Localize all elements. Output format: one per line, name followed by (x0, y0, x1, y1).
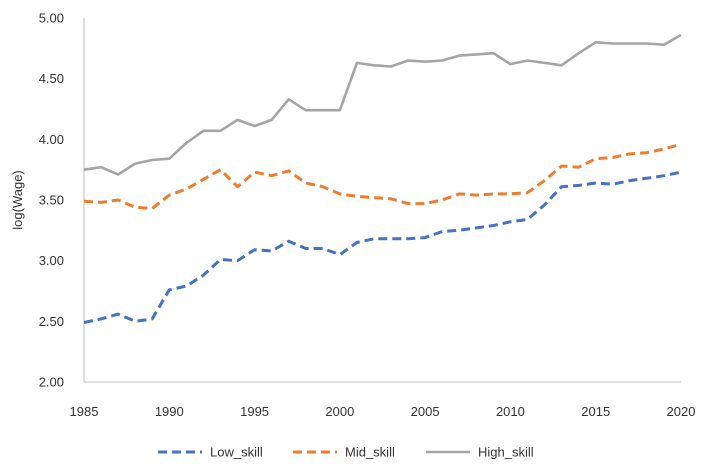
x-tick-label: 1985 (70, 404, 99, 419)
x-tick-label: 2005 (411, 404, 440, 419)
y-tick-label: 3.00 (39, 253, 64, 268)
y-tick-label: 2.00 (39, 375, 64, 390)
x-tick-label: 1990 (155, 404, 184, 419)
y-tick-label: 2.50 (39, 314, 64, 329)
x-tick-label: 2010 (496, 404, 525, 419)
y-tick-label: 4.50 (39, 71, 64, 86)
x-tick-label: 2015 (581, 404, 610, 419)
x-tick-labels: 1985 1990 1995 2000 2005 2010 2015 2020 (70, 404, 696, 419)
y-tick-label: 3.50 (39, 193, 64, 208)
legend-label: Low_skill (210, 445, 263, 460)
x-tick-label: 2000 (325, 404, 354, 419)
x-tick-label: 1995 (240, 404, 269, 419)
x-tick-label: 2020 (667, 404, 696, 419)
series-line-low-skill (83, 170, 682, 324)
series-line-high-skill (83, 33, 682, 176)
y-axis-label: log(Wage) (10, 170, 25, 229)
series-lines (83, 33, 682, 324)
legend-label: Mid_skill (345, 445, 395, 460)
y-tick-labels: 2.00 2.50 3.00 3.50 4.00 4.50 5.00 (39, 11, 64, 390)
legend-label: High_skill (478, 445, 534, 460)
legend: Low_skill Mid_skill High_skill (158, 445, 534, 460)
series-line-mid-skill (83, 142, 682, 210)
y-tick-label: 4.00 (39, 132, 64, 147)
y-tick-label: 5.00 (39, 11, 64, 26)
